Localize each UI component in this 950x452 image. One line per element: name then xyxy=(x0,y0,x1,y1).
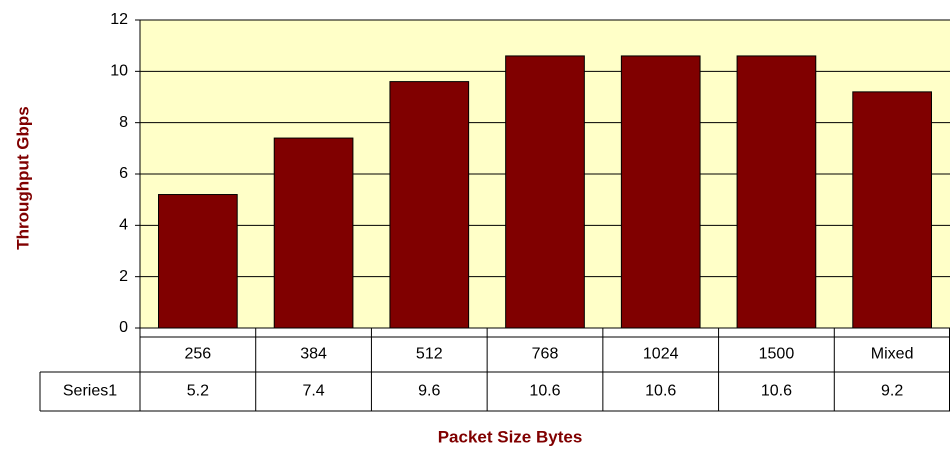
y-tick-label: 2 xyxy=(119,268,128,285)
x-axis-title: Packet Size Bytes xyxy=(438,427,583,446)
x-tick-label: 512 xyxy=(416,346,443,363)
y-axis-title: Throughput Gbps xyxy=(13,106,32,250)
table-value: 7.4 xyxy=(302,383,324,400)
y-tick-label: 4 xyxy=(119,217,128,234)
bar xyxy=(389,81,470,329)
x-tick-label: 1500 xyxy=(759,346,795,363)
table-value: 10.6 xyxy=(761,383,792,400)
bar xyxy=(736,55,817,329)
bar xyxy=(505,55,585,329)
bar xyxy=(620,55,701,329)
bar xyxy=(158,194,238,329)
y-tick-label: 12 xyxy=(110,11,128,28)
x-tick-label: 384 xyxy=(300,346,327,363)
y-tick-label: 6 xyxy=(119,165,128,182)
x-tick-label: 768 xyxy=(532,346,559,363)
table-value: 10.6 xyxy=(645,383,676,400)
table-value: 9.2 xyxy=(881,383,903,400)
x-tick-label: 1024 xyxy=(643,346,679,363)
bar xyxy=(852,91,932,329)
table-value: 9.6 xyxy=(418,383,440,400)
table-value: 5.2 xyxy=(187,383,209,400)
y-tick-label: 10 xyxy=(110,63,128,80)
table-value: 10.6 xyxy=(529,383,560,400)
table-series-name: Series1 xyxy=(63,383,117,400)
bar xyxy=(273,137,354,329)
x-tick-label: Mixed xyxy=(871,346,914,363)
y-tick-label: 0 xyxy=(119,319,128,336)
y-tick-label: 8 xyxy=(119,114,128,131)
x-tick-label: 256 xyxy=(185,346,212,363)
